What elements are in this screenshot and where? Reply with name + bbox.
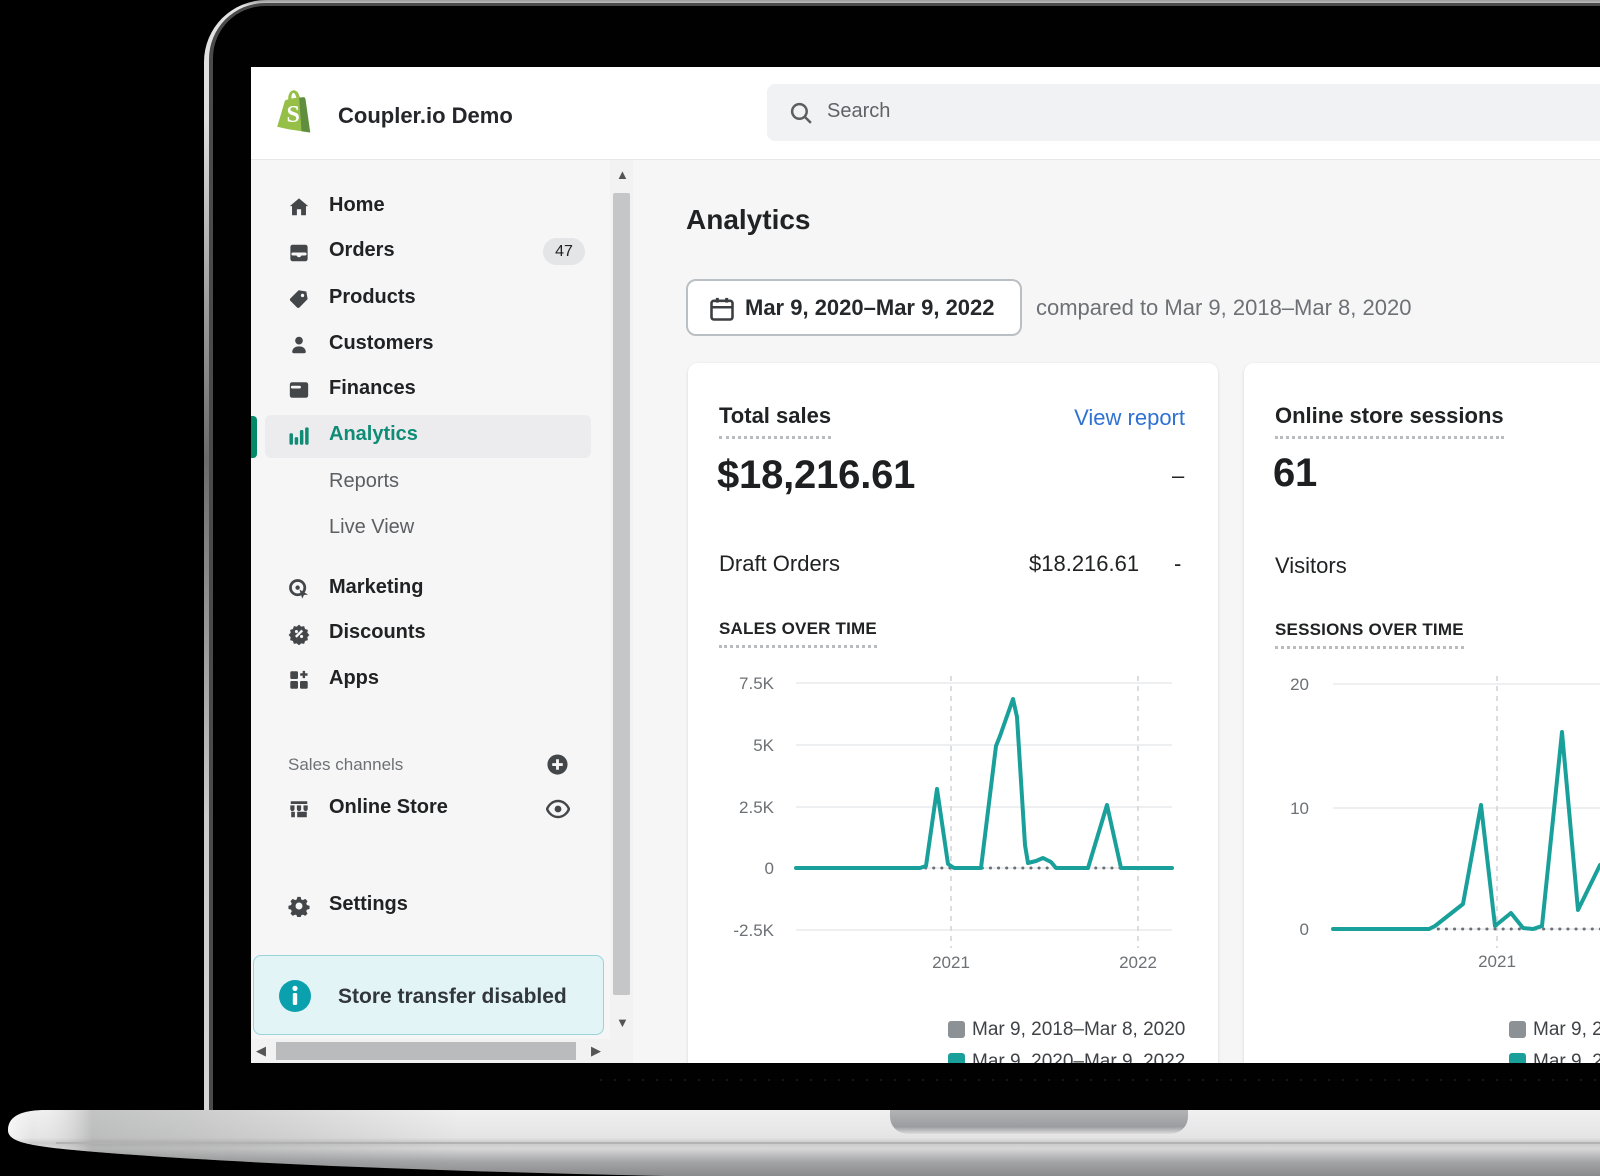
svg-text:Mar 9, 2020–Mar 9, 2022: Mar 9, 2020–Mar 9, 2022 <box>972 1051 1185 1063</box>
svg-text:0: 0 <box>765 859 774 878</box>
svg-text:2021: 2021 <box>932 953 970 972</box>
svg-text:0: 0 <box>1300 920 1309 939</box>
svg-text:Mar 9, 2020–Mar 9, 2022: Mar 9, 2020–Mar 9, 2022 <box>1533 1051 1600 1063</box>
svg-text:10: 10 <box>1290 799 1309 818</box>
svg-text:2022: 2022 <box>1119 953 1157 972</box>
svg-text:20: 20 <box>1290 675 1309 694</box>
svg-text:5K: 5K <box>753 736 774 755</box>
svg-text:Mar 9, 2018–Mar 8, 2020: Mar 9, 2018–Mar 8, 2020 <box>972 1019 1185 1040</box>
svg-text:Mar 9, 2018–Mar 8, 2020: Mar 9, 2018–Mar 8, 2020 <box>1533 1019 1600 1040</box>
svg-text:-2.5K: -2.5K <box>733 921 774 940</box>
svg-text:7.5K: 7.5K <box>739 674 775 693</box>
svg-text:2.5K: 2.5K <box>739 798 775 817</box>
svg-text:2021: 2021 <box>1478 952 1516 971</box>
svg-text:S: S <box>287 102 300 128</box>
